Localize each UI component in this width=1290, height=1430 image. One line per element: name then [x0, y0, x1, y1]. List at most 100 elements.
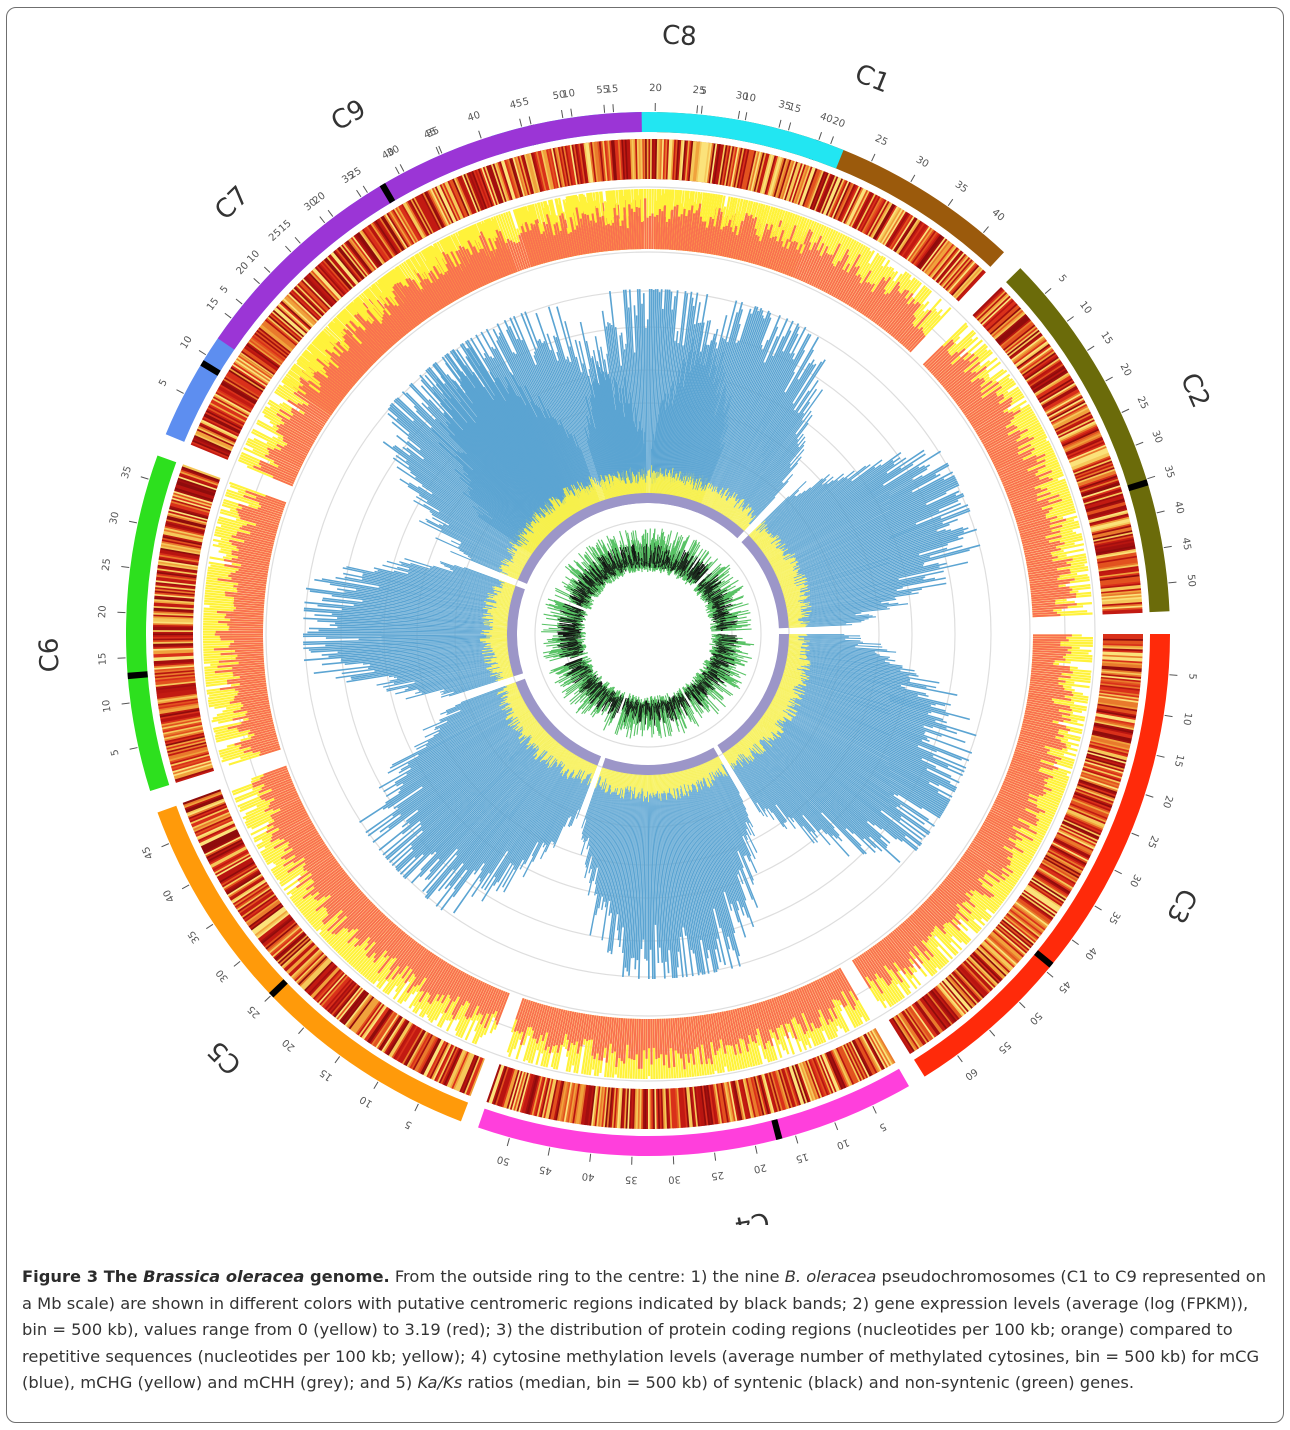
tick-label: 45	[1056, 978, 1073, 995]
expression-bin	[160, 713, 201, 723]
expression-bin	[340, 990, 367, 1023]
expression-bin	[773, 1070, 787, 1110]
expression-bin	[1043, 857, 1080, 879]
expression-bin	[1101, 600, 1142, 606]
expression-bin	[279, 938, 311, 967]
expression-bin	[1020, 349, 1055, 374]
expression-bin	[800, 1062, 816, 1101]
expression-bin	[839, 1045, 859, 1083]
expression-bin	[1044, 390, 1080, 412]
expression-bin	[325, 979, 354, 1011]
expression-bin	[891, 1017, 915, 1053]
expression-bin	[153, 602, 194, 607]
expression-bin	[875, 205, 898, 241]
expression-bin	[1040, 384, 1077, 407]
expression-bin	[749, 1076, 762, 1117]
expression-bin	[206, 408, 244, 429]
expression-bin	[1100, 681, 1141, 688]
expression-bin	[835, 1047, 855, 1085]
expression-bin	[1101, 588, 1142, 594]
expression-bin	[953, 267, 983, 299]
expression-bin	[1036, 376, 1073, 400]
expression-bin	[972, 951, 1003, 981]
expression-bin	[188, 804, 227, 822]
expression-bin	[217, 858, 254, 880]
expression-bin	[1031, 368, 1067, 392]
expression-bin	[1044, 855, 1081, 878]
expression-bin	[756, 1075, 768, 1115]
expression-bin	[618, 1088, 623, 1129]
expression-bin	[1028, 362, 1063, 386]
expression-bin	[194, 817, 233, 836]
expression-bin	[178, 474, 218, 489]
expression-bin	[173, 490, 213, 504]
expression-bin	[1065, 438, 1104, 456]
expression-bin	[734, 1080, 745, 1120]
grid-ring	[200, 186, 1096, 1082]
expression-bin	[845, 1042, 865, 1080]
expression-bin	[791, 1065, 806, 1104]
expression-bin	[1026, 359, 1062, 384]
expression-bin	[1099, 689, 1140, 697]
expression-bin	[258, 915, 292, 942]
expression-bin	[544, 1078, 555, 1119]
expression-bin	[609, 1087, 615, 1128]
expression-bin	[1095, 716, 1135, 726]
tick-label: 60	[963, 1065, 980, 1081]
expression-bin	[707, 1084, 716, 1125]
tick-mark	[561, 110, 564, 119]
expression-bin	[975, 290, 1007, 320]
expression-bin	[243, 895, 278, 921]
tick-mark	[603, 104, 606, 113]
expression-bin	[270, 928, 303, 957]
expression-bin	[1021, 350, 1056, 376]
expression-bin	[219, 862, 256, 885]
expression-bin	[189, 805, 228, 823]
expression-bin	[369, 1010, 394, 1045]
expression-bin	[154, 672, 195, 679]
expression-bin	[302, 959, 332, 991]
expression-bin	[163, 530, 204, 541]
expression-bin	[531, 1076, 543, 1116]
tick-mark	[700, 105, 703, 114]
expression-bin	[913, 1002, 939, 1036]
expression-bin	[165, 522, 205, 534]
expression-bin	[824, 177, 842, 216]
tick-label: 20	[1117, 362, 1133, 378]
expression-bin	[303, 961, 334, 992]
tick-mark	[140, 476, 149, 480]
expression-bin	[899, 1012, 924, 1047]
expression-bin	[367, 1009, 393, 1044]
expression-bin	[192, 437, 231, 456]
expression-bin	[819, 1054, 837, 1093]
protein-coding-bar	[215, 630, 264, 634]
expression-bin	[570, 1083, 579, 1124]
expression-bin	[158, 701, 199, 710]
expression-bin	[1009, 334, 1044, 360]
expression-bin	[155, 675, 196, 682]
expression-bin	[1101, 662, 1143, 668]
expression-bin	[206, 840, 244, 861]
protein-coding-bar	[644, 198, 647, 250]
expression-bin	[915, 233, 941, 268]
expression-bin	[1077, 472, 1117, 487]
expression-bin	[409, 1032, 431, 1069]
expression-bin	[169, 507, 209, 520]
expression-bin	[1064, 814, 1103, 833]
expression-bin	[492, 1066, 508, 1105]
expression-bin	[782, 1068, 797, 1107]
expression-bin	[227, 874, 263, 898]
expression-bin	[153, 612, 194, 617]
expression-bin	[891, 216, 916, 251]
expression-bin	[895, 1014, 920, 1050]
tick-mark	[198, 350, 207, 356]
expression-bin	[172, 493, 212, 507]
protein-coding-bar	[1032, 636, 1067, 639]
tick-mark	[235, 298, 243, 305]
expression-bin	[285, 944, 317, 973]
expression-bin	[726, 1081, 736, 1122]
expression-bin	[1015, 342, 1050, 368]
expression-bin	[231, 880, 267, 904]
expression-bin	[1085, 757, 1125, 771]
expression-bin	[153, 660, 194, 665]
